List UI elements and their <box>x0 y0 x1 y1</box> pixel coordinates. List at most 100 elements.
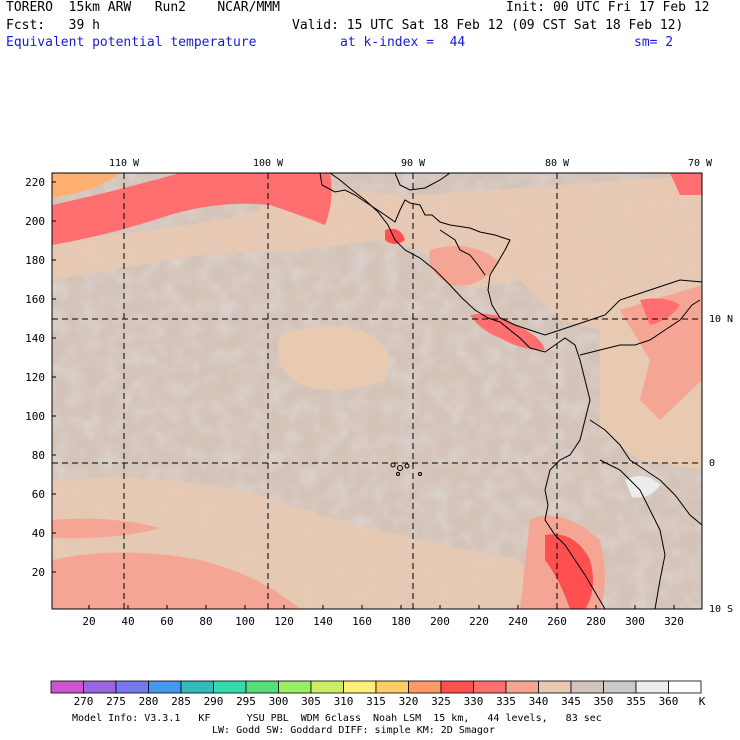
colorbar-swatch <box>603 680 637 694</box>
colorbar-swatch <box>148 680 182 694</box>
colorbar-level-label: 320 <box>399 695 419 708</box>
x-tick-label: 80 <box>199 615 212 628</box>
lat-label: 10 N <box>709 314 733 325</box>
smoothing-label: sm= 2 <box>634 35 674 50</box>
colorbar-swatch <box>245 680 279 694</box>
valid-time: Valid: 15 UTC Sat 18 Feb 12 (09 CST Sat … <box>292 18 684 33</box>
x-tick-label: 40 <box>121 615 134 628</box>
colorbar-swatch <box>83 680 117 694</box>
x-tick-label: 200 <box>430 615 450 628</box>
colorbar-level-label: 345 <box>561 695 581 708</box>
model-info: Model Info: V3.3.1 KF YSU PBL WDM 6class… <box>72 713 602 724</box>
shade-325-nw <box>52 173 120 198</box>
field-name: Equivalent potential temperature <box>6 35 257 50</box>
coastlines <box>319 172 703 610</box>
y-tick-label: 140 <box>25 332 45 345</box>
colorbar-level-label: 360 <box>659 695 679 708</box>
colorbar-level-label: 305 <box>301 695 321 708</box>
colorbar-level-label: 355 <box>626 695 646 708</box>
colorbar-swatch <box>115 680 149 694</box>
shade-340-center <box>278 326 390 391</box>
colorbar-level-label: 280 <box>139 695 159 708</box>
colorbar-swatch <box>310 680 344 694</box>
x-tick-label: 120 <box>274 615 294 628</box>
colorbar-swatch <box>635 680 669 694</box>
x-tick-label: 240 <box>508 615 528 628</box>
shade-335-south <box>52 552 300 609</box>
x-tick-label: 180 <box>391 615 411 628</box>
colorbar-level-label: 340 <box>529 695 549 708</box>
shade-340-north <box>52 175 702 330</box>
shade-335-honduras <box>429 246 500 286</box>
y-tick-label: 100 <box>25 410 45 423</box>
colorbar-level-label: 310 <box>334 695 354 708</box>
shade-330-north <box>52 173 332 245</box>
x-tick-label: 160 <box>352 615 372 628</box>
lat-lon-grid <box>52 173 702 609</box>
y-tick-label: 20 <box>32 566 45 579</box>
colorbar-swatch <box>278 680 312 694</box>
y-tick-label: 40 <box>32 527 45 540</box>
colorbar-level-label: 350 <box>594 695 614 708</box>
shade-355-patch <box>625 476 660 498</box>
colorbar-level-label: 330 <box>464 695 484 708</box>
colorbar-level-label: 300 <box>269 695 289 708</box>
colorbar-swatches <box>50 680 702 694</box>
y-tick-label: 80 <box>32 449 45 462</box>
colorbar-level-label: 315 <box>366 695 386 708</box>
plot-frame <box>51 172 703 610</box>
y-tick-label: 180 <box>25 254 45 267</box>
colorbar-swatch <box>408 680 442 694</box>
lon-label: 70 W <box>688 158 713 169</box>
lon-label: 110 W <box>109 158 140 169</box>
y-tick-label: 200 <box>25 215 45 228</box>
colorbar-level-label: 295 <box>236 695 256 708</box>
y-tick-label: 220 <box>25 176 45 189</box>
x-tick-label: 300 <box>625 615 645 628</box>
colorbar-swatch <box>538 680 572 694</box>
colorbar-swatch <box>505 680 539 694</box>
colorbar-level-label: 325 <box>431 695 451 708</box>
shade-330-colombia <box>640 298 680 325</box>
colorbar-swatch <box>440 680 474 694</box>
colorbar-level-label: 270 <box>74 695 94 708</box>
k-index-label: at k-index = 44 <box>340 35 466 50</box>
shade-335-band <box>52 518 160 539</box>
x-tick-label: 60 <box>160 615 173 628</box>
shade-330-guatemala <box>385 228 405 244</box>
shade-330-peru <box>545 534 594 609</box>
lon-label: 100 W <box>253 158 284 169</box>
y-tick-label: 160 <box>25 293 45 306</box>
colorbar-level-label: 290 <box>204 695 224 708</box>
model-title: TORERO 15km ARW Run2 NCAR/MMM <box>6 0 280 15</box>
y-tick-label: 120 <box>25 371 45 384</box>
x-tick-label: 260 <box>547 615 567 628</box>
colorbar-swatch <box>473 680 507 694</box>
lon-label: 80 W <box>545 158 570 169</box>
colorbar-unit: K <box>699 695 706 708</box>
shade-330-costarica <box>470 313 545 350</box>
forecast-hour: Fcst: 39 h <box>6 18 100 33</box>
x-tick-label: 220 <box>469 615 489 628</box>
colorbar-swatch <box>375 680 409 694</box>
y-tick-label: 60 <box>32 488 45 501</box>
colorbar-level-label: 275 <box>106 695 126 708</box>
colorbar-swatch <box>570 680 604 694</box>
lon-label: 90 W <box>401 158 426 169</box>
colorbar-swatch <box>213 680 247 694</box>
x-tick-label: 100 <box>235 615 255 628</box>
colorbar-level-label: 335 <box>496 695 516 708</box>
colorbar-level-label: 285 <box>171 695 191 708</box>
x-tick-label: 20 <box>82 615 95 628</box>
init-time: Init: 00 UTC Fri 17 Feb 12 <box>506 0 710 15</box>
axis-ticks <box>52 181 675 609</box>
colorbar-swatch <box>180 680 214 694</box>
x-tick-label: 280 <box>586 615 606 628</box>
physics-info: LW: Godd SW: Goddard DIFF: simple KM: 2D… <box>212 725 495 736</box>
x-tick-label: 320 <box>664 615 684 628</box>
shade-330-ne <box>670 173 702 195</box>
colorbar-swatch <box>343 680 377 694</box>
lat-label: 10 S <box>709 604 733 615</box>
lat-label: 0 <box>709 458 715 469</box>
